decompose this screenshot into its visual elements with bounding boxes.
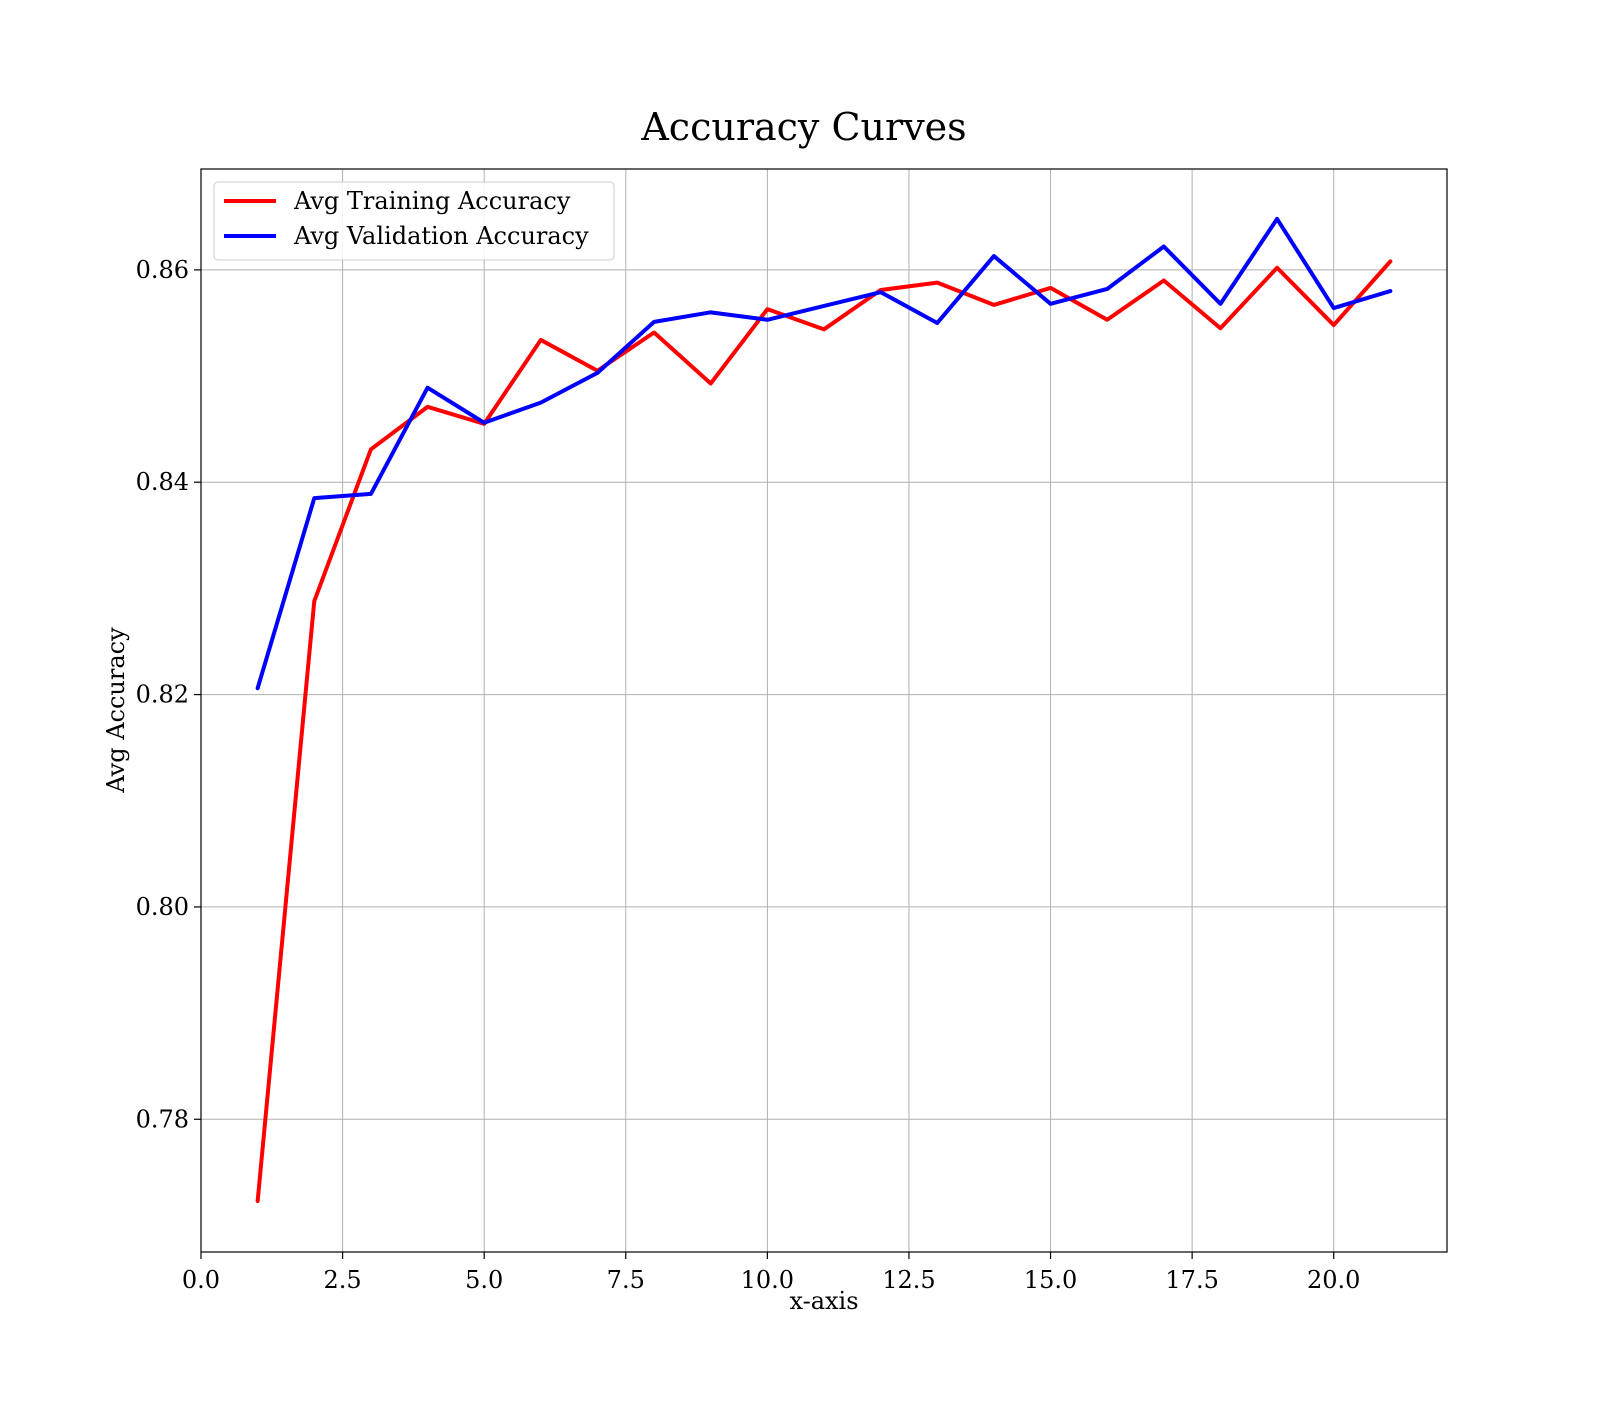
x-tick-label: 0.0: [182, 1266, 220, 1294]
legend: Avg Training Accuracy Avg Validation Acc…: [213, 181, 615, 261]
grid: [200, 169, 1447, 1252]
y-tick-label: 0.78: [136, 1105, 189, 1133]
validation-accuracy-line: [255, 216, 1393, 691]
legend-label-training: Avg Training Accuracy: [293, 187, 571, 215]
x-tick-label: 15.0: [1024, 1266, 1077, 1294]
x-axis-label: x-axis: [789, 1287, 858, 1315]
training-accuracy-line: [255, 259, 1393, 1204]
x-tick-label: 7.5: [607, 1266, 645, 1294]
x-tick-label: 17.5: [1165, 1266, 1218, 1294]
y-axis-ticks: 0.78 0.80 0.82 0.84 0.86: [136, 256, 201, 1133]
y-axis-label: Avg Accuracy: [102, 627, 130, 794]
x-axis-ticks: 0.0 2.5 5.0 7.5 10.0 12.5 15.0 17.5 20.0: [182, 1252, 1360, 1294]
series-lines: [255, 216, 1393, 1204]
y-tick-label: 0.82: [136, 681, 189, 709]
x-tick-label: 12.5: [882, 1266, 935, 1294]
x-tick-label: 20.0: [1307, 1266, 1360, 1294]
y-tick-label: 0.86: [136, 256, 189, 284]
x-tick-label: 2.5: [324, 1266, 362, 1294]
y-tick-label: 0.84: [136, 468, 189, 496]
x-tick-label: 10.0: [741, 1266, 794, 1294]
legend-label-validation: Avg Validation Accuracy: [293, 222, 589, 250]
plot-frame: [200, 168, 1448, 1253]
chart-title: Accuracy Curves: [640, 105, 966, 149]
y-tick-label: 0.80: [136, 893, 189, 921]
legend-box: [213, 181, 615, 261]
x-tick-label: 5.0: [465, 1266, 503, 1294]
